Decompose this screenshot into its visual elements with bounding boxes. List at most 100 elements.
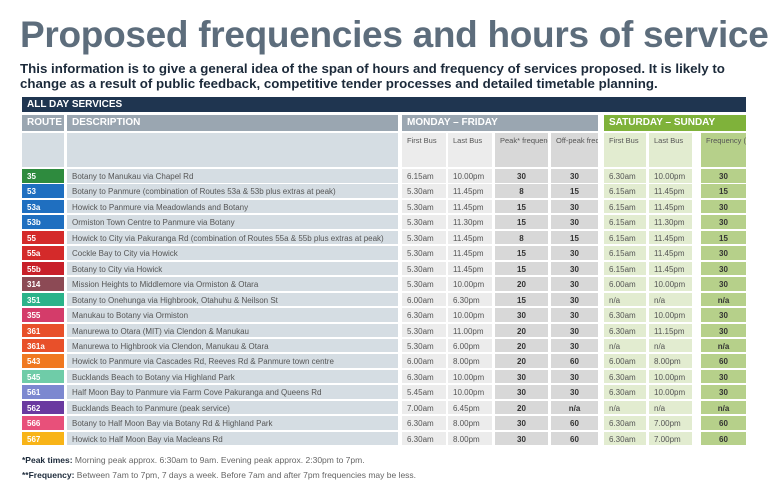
route-badge: 562	[22, 400, 64, 415]
weekend-last-bus: 11.45pm	[649, 184, 692, 198]
route-description: Howick to City via Pakuranga Rd (combina…	[67, 230, 398, 245]
weekend-frequency: 60	[701, 354, 746, 368]
route-description: Howick to Panmure via Cascades Rd, Reeve…	[67, 354, 398, 368]
weekend-first-bus: 6.00am	[604, 277, 646, 291]
weekend-frequency: n/a	[701, 292, 746, 307]
weekend-first-bus: 6.15am	[604, 246, 646, 260]
peak-frequency: 30	[495, 431, 548, 446]
peak-frequency: 15	[495, 215, 548, 229]
weekday-first-bus: 5.30am	[402, 199, 446, 214]
weekday-last-bus: 11.00pm	[448, 323, 492, 337]
offpeak-frequency: 30	[551, 308, 598, 322]
weekday-first-bus: 6.30am	[402, 308, 446, 322]
weekday-first-bus: 6.15am	[402, 169, 446, 183]
weekday-last-bus: 10.00pm	[448, 277, 492, 291]
weekend-first-bus: 6.30am	[604, 308, 646, 322]
offpeak-frequency: 30	[551, 323, 598, 337]
weekend-frequency: 30	[701, 369, 746, 384]
weekend-frequency: 30	[701, 385, 746, 399]
route-badge: 566	[22, 416, 64, 430]
weekend-first-bus: n/a	[604, 338, 646, 353]
subheader-5: Off-peak frequency (minutes)	[551, 133, 598, 167]
offpeak-frequency: 30	[551, 261, 598, 276]
weekend-frequency: 30	[701, 308, 746, 322]
weekday-last-bus: 6.30pm	[448, 292, 492, 307]
weekday-first-bus: 5.30am	[402, 246, 446, 260]
route-badge: 545	[22, 369, 64, 384]
route-badge: 567	[22, 431, 64, 446]
peak-frequency: 30	[495, 169, 548, 183]
weekday-last-bus: 8.00pm	[448, 354, 492, 368]
weekend-frequency: 30	[701, 169, 746, 183]
weekday-last-bus: 10.00pm	[448, 169, 492, 183]
weekend-frequency: 30	[701, 215, 746, 229]
weekend-frequency: 30	[701, 323, 746, 337]
weekend-first-bus: 6.30am	[604, 385, 646, 399]
route-description: Botany to Manukau via Chapel Rd	[67, 169, 398, 183]
weekday-first-bus: 5.30am	[402, 277, 446, 291]
weekend-frequency: 15	[701, 230, 746, 245]
route-description: Manurewa to Otara (MIT) via Clendon & Ma…	[67, 323, 398, 337]
route-description: Botany to City via Howick	[67, 261, 398, 276]
offpeak-frequency: 15	[551, 230, 598, 245]
offpeak-frequency: 60	[551, 354, 598, 368]
peak-frequency: 15	[495, 261, 548, 276]
weekday-last-bus: 11.45pm	[448, 230, 492, 245]
footnote-frequency: **Frequency: Between 7am to 7pm, 7 days …	[22, 470, 416, 480]
subheader-1	[67, 133, 398, 167]
weekend-first-bus: 6.30am	[604, 416, 646, 430]
weekday-first-bus: 5.45am	[402, 385, 446, 399]
peak-frequency: 8	[495, 184, 548, 198]
route-badge: 355	[22, 308, 64, 322]
weekend-last-bus: 11.30pm	[649, 215, 692, 229]
footnote-frequency-label: **Frequency:	[22, 470, 75, 480]
route-description: Ormiston Town Centre to Panmure via Bota…	[67, 215, 398, 229]
header-route: ROUTE	[22, 115, 64, 131]
weekday-last-bus: 10.00pm	[448, 369, 492, 384]
header-monday-friday: MONDAY – FRIDAY	[402, 115, 598, 131]
peak-frequency: 30	[495, 308, 548, 322]
peak-frequency: 20	[495, 277, 548, 291]
weekend-first-bus: n/a	[604, 400, 646, 415]
weekend-last-bus: 10.00pm	[649, 277, 692, 291]
weekend-last-bus: 11.45pm	[649, 199, 692, 214]
weekend-first-bus: 6.30am	[604, 431, 646, 446]
intro-text: This information is to give a general id…	[20, 61, 725, 91]
offpeak-frequency: n/a	[551, 400, 598, 415]
footnote-peak-text: Morning peak approx. 6:30am to 9am. Even…	[72, 455, 365, 465]
weekend-first-bus: 6.00am	[604, 354, 646, 368]
route-badge: 53a	[22, 199, 64, 214]
weekday-first-bus: 5.30am	[402, 323, 446, 337]
weekend-frequency: 60	[701, 416, 746, 430]
weekend-frequency: 30	[701, 261, 746, 276]
weekday-last-bus: 11.45pm	[448, 184, 492, 198]
peak-frequency: 15	[495, 292, 548, 307]
weekend-last-bus: 11.45pm	[649, 246, 692, 260]
offpeak-frequency: 30	[551, 199, 598, 214]
subheader-8: Frequency (minutes)	[701, 133, 746, 167]
offpeak-frequency: 30	[551, 277, 598, 291]
weekend-last-bus: 10.00pm	[649, 308, 692, 322]
weekend-frequency: n/a	[701, 338, 746, 353]
route-description: Howick to Panmure via Meadowlands and Bo…	[67, 199, 398, 214]
route-description: Manukau to Botany via Ormiston	[67, 308, 398, 322]
weekday-last-bus: 11.30pm	[448, 215, 492, 229]
weekend-last-bus: 7.00pm	[649, 416, 692, 430]
weekend-last-bus: 8.00pm	[649, 354, 692, 368]
peak-frequency: 15	[495, 246, 548, 260]
route-description: Botany to Panmure (combination of Routes…	[67, 184, 398, 198]
offpeak-frequency: 60	[551, 416, 598, 430]
route-badge: 55a	[22, 246, 64, 260]
weekday-first-bus: 5.30am	[402, 261, 446, 276]
peak-frequency: 20	[495, 400, 548, 415]
weekday-last-bus: 10.00pm	[448, 385, 492, 399]
offpeak-frequency: 30	[551, 385, 598, 399]
page-title: Proposed frequencies and hours of servic…	[20, 14, 768, 55]
route-badge: 351	[22, 292, 64, 307]
weekend-frequency: 30	[701, 246, 746, 260]
peak-frequency: 20	[495, 354, 548, 368]
weekend-last-bus: n/a	[649, 338, 692, 353]
weekend-first-bus: 6.30am	[604, 369, 646, 384]
weekend-last-bus: n/a	[649, 400, 692, 415]
weekend-frequency: n/a	[701, 400, 746, 415]
